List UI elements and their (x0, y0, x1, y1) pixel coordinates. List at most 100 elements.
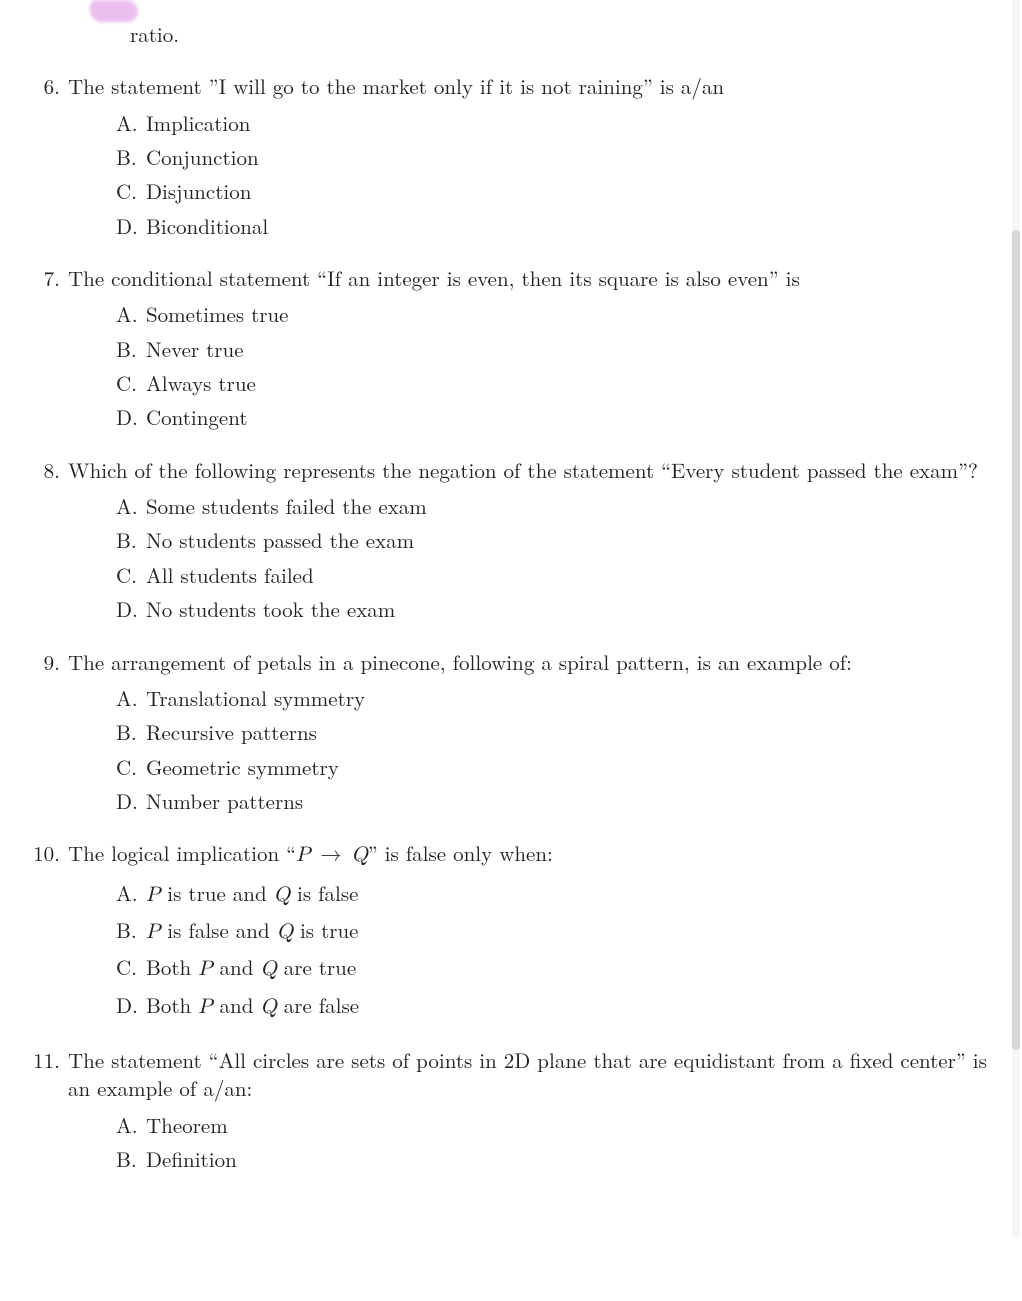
choice-item: B.No students passed the exam (116, 526, 992, 554)
choice-item: D.Number patterns (116, 787, 992, 815)
question-text: The conditional statement “If an integer… (68, 264, 992, 292)
choice-text: Sometimes true (146, 300, 992, 328)
choice-letter: A. (116, 492, 146, 520)
choice-text: Disjunction (146, 177, 992, 205)
question-body: The logical implication “P → Q” is false… (68, 839, 992, 1028)
choice-item: D.Contingent (116, 403, 992, 431)
choice-letter: D. (116, 212, 146, 240)
question-item: 7.The conditional statement “If an integ… (12, 264, 992, 438)
question-item: 11.The statement “All circles are sets o… (12, 1046, 992, 1179)
choice-item: C.Both P and Q are true (116, 953, 992, 984)
choice-text: No students passed the exam (146, 526, 992, 554)
choice-text: Number patterns (146, 787, 992, 815)
question-text: Which of the following represents the ne… (68, 456, 992, 484)
question-body: The statement ”I will go to the market o… (68, 72, 992, 246)
choice-text: Implication (146, 109, 992, 137)
choice-letter: D. (116, 991, 146, 1019)
question-item: 6.The statement ”I will go to the market… (12, 72, 992, 246)
choice-item: D.No students took the exam (116, 595, 992, 623)
choice-text: Always true (146, 369, 992, 397)
question-body: The conditional statement “If an integer… (68, 264, 992, 438)
choice-list: A.Translational symmetryB.Recursive patt… (116, 684, 992, 815)
choice-letter: C. (116, 753, 146, 781)
choice-text: Translational symmetry (146, 684, 992, 712)
question-item: 10.The logical implication “P → Q” is fa… (12, 839, 992, 1028)
choice-text: Geometric symmetry (146, 753, 992, 781)
choice-letter: D. (116, 403, 146, 431)
choice-text: Definition (146, 1145, 992, 1173)
question-number: 6. (12, 72, 68, 100)
choice-item: D.Biconditional (116, 212, 992, 240)
choice-item: B.Recursive patterns (116, 718, 992, 746)
choice-letter: A. (116, 109, 146, 137)
choice-item: A.Some students failed the exam (116, 492, 992, 520)
choice-letter: A. (116, 684, 146, 712)
choice-item: B.Conjunction (116, 143, 992, 171)
choice-list: A.Sometimes trueB.Never trueC.Always tru… (116, 300, 992, 431)
question-number: 8. (12, 456, 68, 484)
choice-letter: B. (116, 1145, 146, 1173)
choice-item: C.Always true (116, 369, 992, 397)
highlight-mark (90, 0, 138, 22)
question-body: Which of the following represents the ne… (68, 456, 992, 630)
question-text: The statement “All circles are sets of p… (68, 1046, 992, 1103)
choice-item: A.Translational symmetry (116, 684, 992, 712)
choice-text: Both P and Q are false (146, 991, 992, 1022)
question-text: The logical implication “P → Q” is false… (68, 839, 992, 870)
choice-list: A.ImplicationB.ConjunctionC.DisjunctionD… (116, 109, 992, 240)
scrollbar-thumb[interactable] (1012, 230, 1020, 1050)
question-body: The statement “All circles are sets of p… (68, 1046, 992, 1179)
choice-item: C.Geometric symmetry (116, 753, 992, 781)
question-list: 6.The statement ”I will go to the market… (12, 72, 992, 1179)
choice-item: A.Implication (116, 109, 992, 137)
choice-text: Theorem (146, 1111, 992, 1139)
choice-letter: B. (116, 143, 146, 171)
question-body: The arrangement of petals in a pinecone,… (68, 648, 992, 822)
choice-text: Biconditional (146, 212, 992, 240)
fragment-text: ratio. (130, 20, 992, 48)
choice-list: A.P is true and Q is falseB.P is false a… (116, 879, 992, 1022)
choice-item: B.Never true (116, 335, 992, 363)
choice-letter: A. (116, 300, 146, 328)
question-number: 9. (12, 648, 68, 676)
question-item: 9.The arrangement of petals in a pinecon… (12, 648, 992, 822)
choice-item: A.Sometimes true (116, 300, 992, 328)
question-number: 7. (12, 264, 68, 292)
choice-item: B.P is false and Q is true (116, 916, 992, 947)
choice-text: All students failed (146, 561, 992, 589)
choice-letter: C. (116, 177, 146, 205)
choice-text: Recursive patterns (146, 718, 992, 746)
choice-letter: C. (116, 369, 146, 397)
choice-letter: B. (116, 718, 146, 746)
choice-text: Both P and Q are true (146, 953, 992, 984)
choice-letter: A. (116, 879, 146, 907)
question-number: 11. (12, 1046, 68, 1074)
question-text: The arrangement of petals in a pinecone,… (68, 648, 992, 676)
choice-letter: D. (116, 595, 146, 623)
choice-text: P is true and Q is false (146, 879, 992, 910)
choice-item: C.All students failed (116, 561, 992, 589)
choice-text: Contingent (146, 403, 992, 431)
choice-item: A.Theorem (116, 1111, 992, 1139)
choice-letter: B. (116, 916, 146, 944)
choice-letter: B. (116, 526, 146, 554)
choice-item: B.Definition (116, 1145, 992, 1173)
choice-list: A.TheoremB.Definition (116, 1111, 992, 1174)
choice-item: A.P is true and Q is false (116, 879, 992, 910)
choice-letter: C. (116, 561, 146, 589)
choice-text: Some students failed the exam (146, 492, 992, 520)
question-number: 10. (12, 839, 68, 867)
choice-text: P is false and Q is true (146, 916, 992, 947)
choice-item: D.Both P and Q are false (116, 991, 992, 1022)
choice-text: Conjunction (146, 143, 992, 171)
choice-letter: C. (116, 953, 146, 981)
choice-text: No students took the exam (146, 595, 992, 623)
question-item: 8.Which of the following represents the … (12, 456, 992, 630)
choice-letter: B. (116, 335, 146, 363)
choice-text: Never true (146, 335, 992, 363)
choice-letter: D. (116, 787, 146, 815)
question-text: The statement ”I will go to the market o… (68, 72, 992, 100)
choice-letter: A. (116, 1111, 146, 1139)
choice-item: C.Disjunction (116, 177, 992, 205)
choice-list: A.Some students failed the examB.No stud… (116, 492, 992, 623)
